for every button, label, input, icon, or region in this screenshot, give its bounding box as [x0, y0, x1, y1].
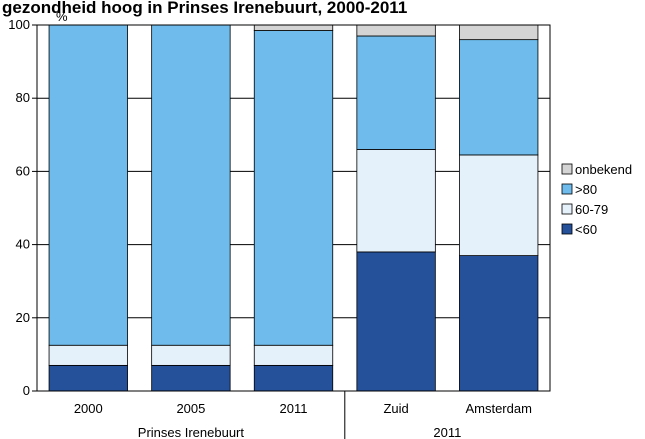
chart-title: gezondheid hoog in Prinses Irenebuurt, 2…: [2, 0, 407, 17]
x-axis: 2000 2005 2011 Zuid Amsterdam Prinses Irenebu…: [74, 391, 532, 439]
legend: onbekend >80 60-79 <60: [561, 162, 632, 237]
x-group-label: Prinses Irenebuurt: [138, 425, 245, 439]
bar-segment: [356, 251, 436, 392]
x-group-label: 2011: [433, 425, 461, 439]
bar-segment: [356, 24, 436, 37]
y-axis-unit: %: [56, 9, 68, 24]
x-tick-label: Amsterdam: [465, 401, 531, 416]
bar-segment: [459, 24, 539, 41]
bar-segment: [253, 30, 334, 346]
legend-label: <60: [575, 222, 597, 237]
x-tick-label: Zuid: [383, 401, 408, 416]
bar-segment: [356, 149, 436, 253]
y-axis-ticks: 0 20 40 60 80 100: [8, 17, 37, 398]
x-tick-label: 2000: [74, 401, 103, 416]
y-tick-label: 20: [16, 310, 30, 325]
bar-segment: [48, 364, 128, 392]
bar-segment: [151, 24, 231, 346]
legend-swatch: [561, 163, 573, 175]
x-tick-label: 2011: [280, 401, 308, 416]
bar-segment: [151, 364, 231, 392]
y-tick-label: 80: [16, 90, 30, 105]
bar-segment: [253, 344, 334, 366]
bar-segment: [48, 24, 128, 346]
y-tick-label: 0: [23, 383, 30, 398]
bar-segment: [459, 39, 539, 156]
legend-label: 60-79: [575, 202, 608, 217]
bar-segment: [48, 344, 128, 366]
legend-label: >80: [575, 182, 597, 197]
bar-segment: [253, 364, 334, 392]
bar-segment: [356, 35, 436, 150]
bar-segment: [459, 255, 539, 392]
plot-frame: [36, 24, 551, 392]
legend-label: onbekend: [575, 162, 632, 177]
x-tick-label: 2005: [176, 401, 205, 416]
y-tick-label: 40: [16, 237, 30, 252]
bar-segment: [253, 24, 334, 31]
legend-swatch: [561, 203, 573, 215]
y-tick-label: 60: [16, 163, 30, 178]
bars: [48, 24, 539, 392]
bar-segment: [151, 344, 231, 366]
y-tick-label: 100: [8, 17, 30, 32]
bar-segment: [459, 154, 539, 256]
legend-swatch: [561, 223, 573, 235]
legend-swatch: [561, 183, 573, 195]
